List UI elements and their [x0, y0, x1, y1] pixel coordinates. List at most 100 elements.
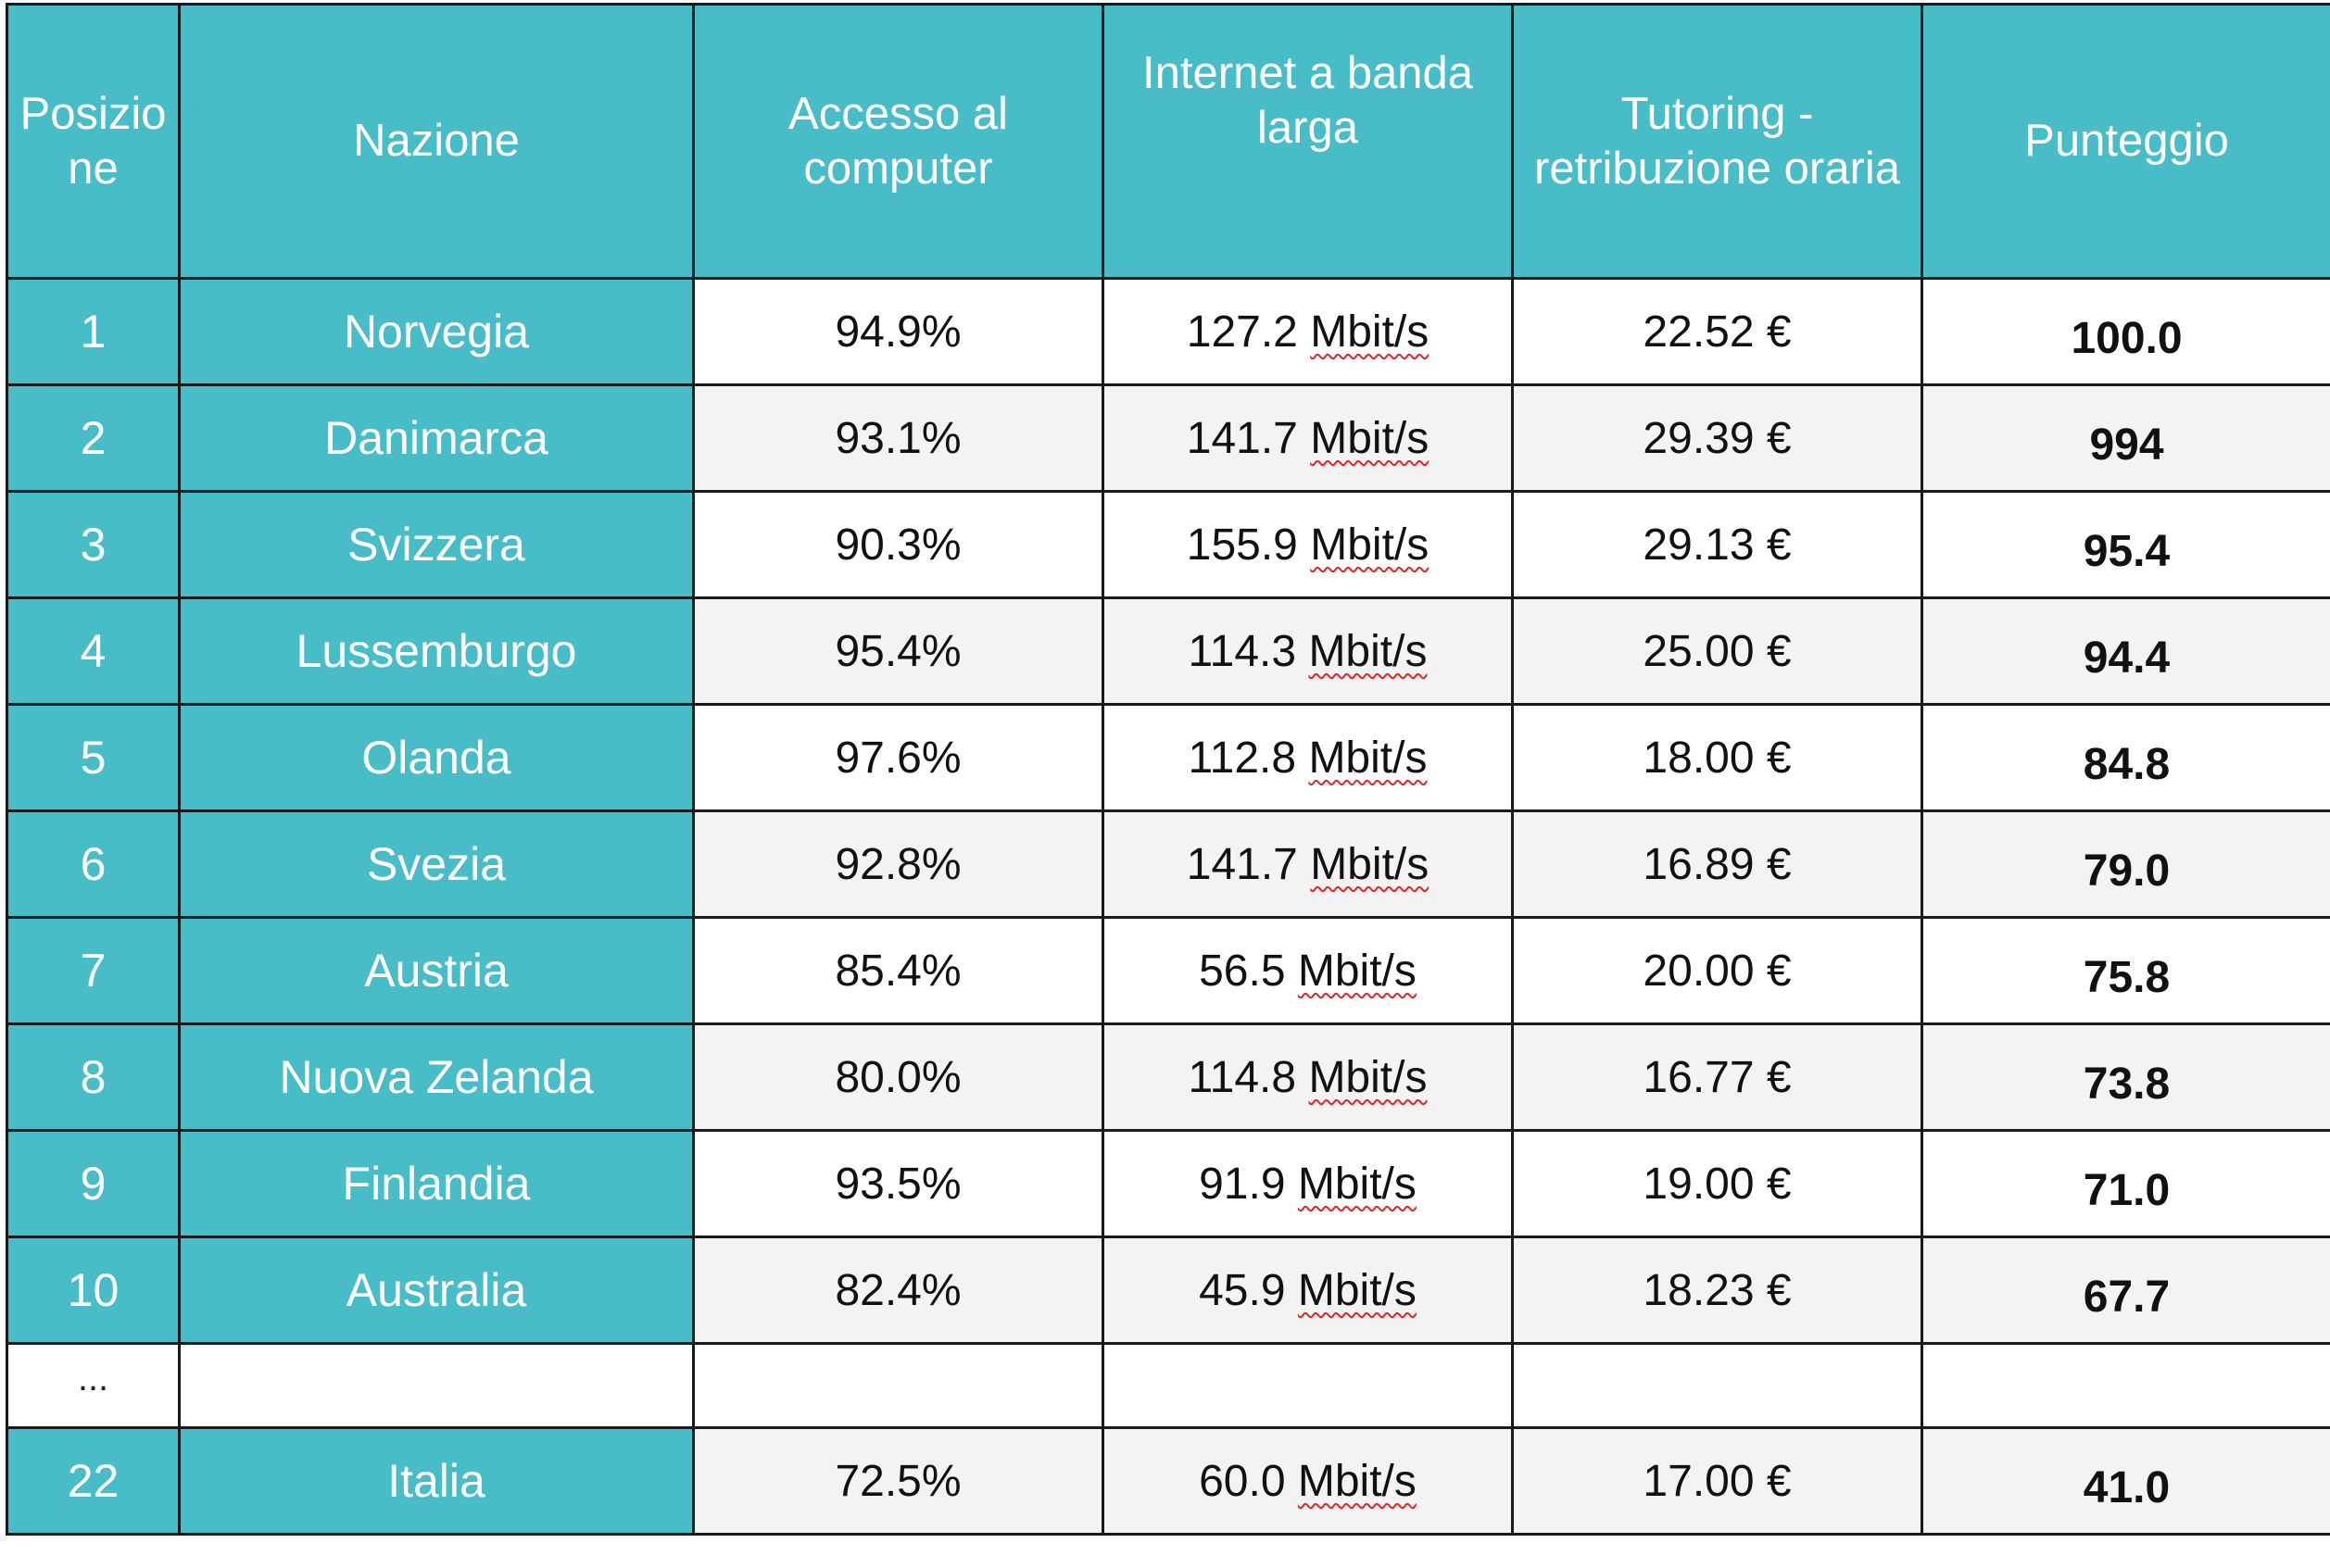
table-row: 10 Australia 82.4% 45.9 Mbit/s 18.23 €67.7: [6, 1236, 2330, 1345]
cell-score: 994: [1921, 383, 2330, 493]
cell-country: Svezia: [178, 809, 695, 919]
broadband-unit: Mbit/s: [1310, 839, 1429, 889]
cell-position: 1: [6, 277, 181, 386]
broadband-value: 91.9: [1199, 1159, 1286, 1209]
broadband-value: 45.9: [1199, 1265, 1286, 1315]
cell-position: 5: [6, 703, 181, 812]
empty-cell: [1102, 1342, 1514, 1429]
broadband-value: 60.0: [1199, 1456, 1286, 1506]
cell-tutoring-rate: 16.89 €: [1511, 809, 1923, 919]
empty-cell: [1511, 1342, 1923, 1429]
broadband-value: 112.8: [1188, 733, 1297, 783]
cell-country: Finlandia: [178, 1129, 695, 1238]
broadband-unit: Mbit/s: [1297, 1159, 1417, 1209]
cell-position: 3: [6, 490, 181, 599]
cell-position: 2: [6, 383, 181, 493]
broadband-unit: Mbit/s: [1308, 626, 1428, 676]
empty-cell: [178, 1342, 695, 1429]
broadband-value: 141.7: [1186, 413, 1298, 463]
cell-computer-access: 85.4%: [692, 916, 1104, 1025]
cell-computer-access: 82.4%: [692, 1236, 1104, 1345]
cell-position: 7: [6, 916, 181, 1025]
cell-computer-access: 93.5%: [692, 1129, 1104, 1238]
table-row: 8 Nuova Zelanda 80.0% 114.8 Mbit/s 16.77 €73…: [6, 1022, 2330, 1132]
cell-tutoring-rate: 18.23 €: [1511, 1236, 1923, 1345]
cell-broadband: 45.9 Mbit/s: [1102, 1236, 1514, 1345]
cell-position: 9: [6, 1129, 181, 1238]
cell-computer-access: 92.8%: [692, 809, 1104, 919]
broadband-unit: Mbit/s: [1308, 1052, 1428, 1102]
cell-position: 22: [6, 1426, 181, 1536]
cell-broadband: 60.0 Mbit/s: [1102, 1426, 1514, 1536]
broadband-unit: Mbit/s: [1297, 1456, 1417, 1506]
cell-score: 84.8: [1921, 703, 2330, 812]
cell-score: 79.0: [1921, 809, 2330, 919]
cell-score: 73.8: [1921, 1022, 2330, 1132]
broadband-value: 141.7: [1186, 839, 1298, 889]
cell-country: Olanda: [178, 703, 695, 812]
broadband-unit: Mbit/s: [1310, 520, 1429, 570]
broadband-unit: Mbit/s: [1310, 413, 1429, 463]
header-broadband: Internet a banda larga: [1102, 3, 1514, 280]
header-computer-access: Accesso al computer: [692, 3, 1104, 280]
cell-broadband: 127.2 Mbit/s: [1102, 277, 1514, 386]
cell-tutoring-rate: 18.00 €: [1511, 703, 1923, 812]
table-row: 3 Svizzera 90.3% 155.9 Mbit/s 29.13 €95.4: [6, 490, 2330, 599]
cell-score: 94.4: [1921, 596, 2330, 706]
broadband-unit: Mbit/s: [1297, 946, 1417, 996]
cell-score: 67.7: [1921, 1236, 2330, 1345]
cell-tutoring-rate: 22.52 €: [1511, 277, 1923, 386]
table-row: 4 Lussemburgo 95.4% 114.3 Mbit/s 25.00 €94.4: [6, 596, 2330, 706]
broadband-unit: Mbit/s: [1310, 307, 1429, 357]
cell-score: 75.8: [1921, 916, 2330, 1025]
cell-computer-access: 93.1%: [692, 383, 1104, 493]
cell-position: 4: [6, 596, 181, 706]
cell-tutoring-rate: 29.13 €: [1511, 490, 1923, 599]
header-tutoring-line1: Tutoring -: [1620, 88, 1814, 139]
ellipsis-cell: ...: [6, 1342, 181, 1429]
header-tutoring: Tutoring - retribuzione oraria: [1511, 3, 1923, 280]
broadband-unit: Mbit/s: [1297, 1265, 1417, 1315]
cell-score: 100.0: [1921, 277, 2330, 386]
table-row: 2 Danimarca 93.1% 141.7 Mbit/s 29.39 €994: [6, 383, 2330, 493]
header-position-line2: ne: [68, 143, 119, 194]
cell-tutoring-rate: 29.39 €: [1511, 383, 1923, 493]
table-row: 1 Norvegia 94.9% 127.2 Mbit/s 22.52 €100.0: [6, 277, 2330, 386]
cell-broadband: 141.7 Mbit/s: [1102, 383, 1514, 493]
header-score: Punteggio: [1921, 3, 2330, 280]
header-position-line1: Posizio: [19, 88, 167, 139]
table-row: 7 Austria 85.4% 56.5 Mbit/s 20.00 €75.8: [6, 916, 2330, 1025]
cell-broadband: 91.9 Mbit/s: [1102, 1129, 1514, 1238]
header-position: Posizio ne: [6, 3, 181, 280]
header-country: Nazione: [178, 3, 695, 280]
header-internet-line1: Internet a banda: [1142, 48, 1473, 98]
table-row: 6 Svezia 92.8% 141.7 Mbit/s 16.89 €79.0: [6, 809, 2330, 919]
cell-score: 71.0: [1921, 1129, 2330, 1238]
ellipsis-row: ...: [6, 1342, 2330, 1429]
cell-tutoring-rate: 16.77 €: [1511, 1022, 1923, 1132]
broadband-value: 56.5: [1199, 946, 1286, 996]
cell-tutoring-rate: 25.00 €: [1511, 596, 1923, 706]
cell-broadband: 114.3 Mbit/s: [1102, 596, 1514, 706]
cell-broadband: 155.9 Mbit/s: [1102, 490, 1514, 599]
ranking-table: Posizio ne Nazione Accesso al computer I…: [6, 3, 2330, 1536]
cell-broadband: 141.7 Mbit/s: [1102, 809, 1514, 919]
cell-position: 10: [6, 1236, 181, 1345]
cell-computer-access: 90.3%: [692, 490, 1104, 599]
header-computer-line1: Accesso al: [788, 88, 1008, 139]
cell-position: 6: [6, 809, 181, 919]
cell-tutoring-rate: 17.00 €: [1511, 1426, 1923, 1536]
cell-computer-access: 72.5%: [692, 1426, 1104, 1536]
empty-cell: [1921, 1342, 2330, 1429]
table-body: 1 Norvegia 94.9% 127.2 Mbit/s 22.52 €100.0 2 D…: [6, 277, 2330, 1536]
cell-broadband: 56.5 Mbit/s: [1102, 916, 1514, 1025]
cell-score: 95.4: [1921, 490, 2330, 599]
cell-tutoring-rate: 20.00 €: [1511, 916, 1923, 1025]
header-row: Posizio ne Nazione Accesso al computer I…: [6, 3, 2330, 280]
cell-country: Italia: [178, 1426, 695, 1536]
cell-country: Svizzera: [178, 490, 695, 599]
cell-position: 8: [6, 1022, 181, 1132]
header-internet-line2: larga: [1257, 103, 1358, 153]
cell-country: Nuova Zelanda: [178, 1022, 695, 1132]
